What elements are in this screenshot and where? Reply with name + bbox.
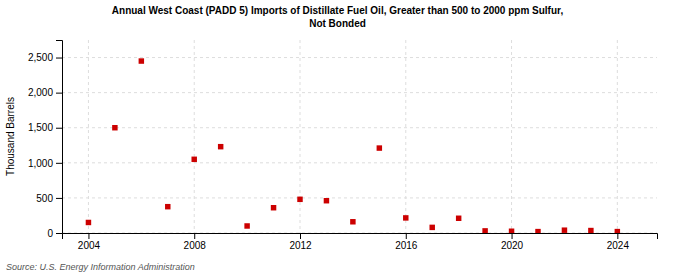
x-grid-line (617, 40, 618, 233)
points (86, 58, 620, 233)
y-tick-label: 0 (47, 228, 53, 239)
x-tick-mark (512, 233, 513, 239)
point (429, 225, 434, 230)
x-tick: 2020 (501, 233, 524, 251)
point (112, 125, 117, 130)
y-grid-line (62, 162, 657, 163)
point (588, 228, 593, 233)
y-tick-mark (56, 128, 62, 129)
y-grid-line (62, 197, 657, 198)
point (562, 227, 567, 232)
point (191, 157, 196, 162)
point (350, 219, 355, 224)
grid (62, 40, 657, 233)
point (324, 198, 329, 203)
x-tick-label: 2008 (184, 240, 207, 251)
x-axis-line (63, 234, 658, 240)
y-tick: 2,500 (28, 52, 62, 63)
x-tick-mark (617, 233, 618, 239)
x-tick-label: 2020 (501, 240, 524, 251)
point (456, 216, 461, 221)
point (86, 220, 91, 225)
y-tick-mark (56, 58, 62, 59)
point (139, 58, 144, 63)
x-tick-label: 2004 (78, 240, 101, 251)
point (615, 229, 620, 233)
x-tick: 2004 (78, 233, 101, 251)
x-tick-mark (406, 233, 407, 239)
y-axis-label: Thousand Barrels (5, 97, 16, 176)
y-grid-line (62, 127, 657, 128)
y-tick-mark (56, 93, 62, 94)
x-tick: 2012 (289, 233, 312, 251)
title: Annual West Coast (PADD 5) Imports of Di… (112, 5, 564, 16)
y-tick: 2,000 (28, 87, 62, 98)
y-tick-label: 2,000 (28, 87, 53, 98)
y-tick: 0 (47, 228, 62, 239)
y-tick: 1,500 (28, 122, 62, 133)
point (403, 215, 408, 220)
point (482, 228, 487, 233)
x-grid-line (194, 40, 195, 233)
x-axis: 2004 2008 2012 2016 2020 2024 (63, 233, 658, 251)
x-tick-label: 2016 (395, 240, 418, 251)
x-tick-mark (88, 233, 89, 239)
point (271, 205, 276, 210)
y-axis-line (56, 41, 63, 234)
y-axis: 0 500 1,000 1,500 2,000 2,500 (28, 41, 63, 239)
y-tick-label: 500 (36, 193, 53, 204)
x-tick: 2024 (607, 233, 630, 251)
y-tick-label: 1,000 (28, 158, 53, 169)
point (509, 229, 514, 233)
y-tick: 1,000 (28, 158, 62, 169)
source-note: Source: U.S. Energy Information Administ… (6, 262, 195, 272)
x-tick-mark (194, 233, 195, 239)
point (297, 197, 302, 202)
point (165, 204, 170, 209)
y-tick-label: 2,500 (28, 52, 53, 63)
point (377, 145, 382, 150)
x-grid-line (511, 40, 512, 233)
y-tick-mark (56, 163, 62, 164)
plot-area: 2004 2008 2012 2016 2020 2024 0 500 1,000 1,500 2,… (28, 40, 658, 251)
x-grid-line (300, 40, 301, 233)
y-tick: 500 (36, 193, 62, 204)
x-grid-line (405, 40, 406, 233)
x-tick: 2016 (395, 233, 418, 251)
y-tick-mark (56, 198, 62, 199)
point (535, 229, 540, 233)
x-grid-line (88, 40, 89, 233)
x-tick: 2008 (184, 233, 207, 251)
subtitle: Not Bonded (309, 18, 366, 29)
x-tick-label: 2012 (289, 240, 312, 251)
y-grid-line (62, 57, 657, 58)
x-tick-mark (300, 233, 301, 239)
point (218, 144, 223, 149)
chart: 2004 2008 2012 2016 2020 2024 0 500 1,000 1,500 2,… (0, 0, 675, 275)
y-grid-line (62, 92, 657, 93)
y-tick-label: 1,500 (28, 122, 53, 133)
y-tick-mark (56, 233, 62, 234)
x-tick-label: 2024 (607, 240, 630, 251)
point (244, 223, 249, 228)
